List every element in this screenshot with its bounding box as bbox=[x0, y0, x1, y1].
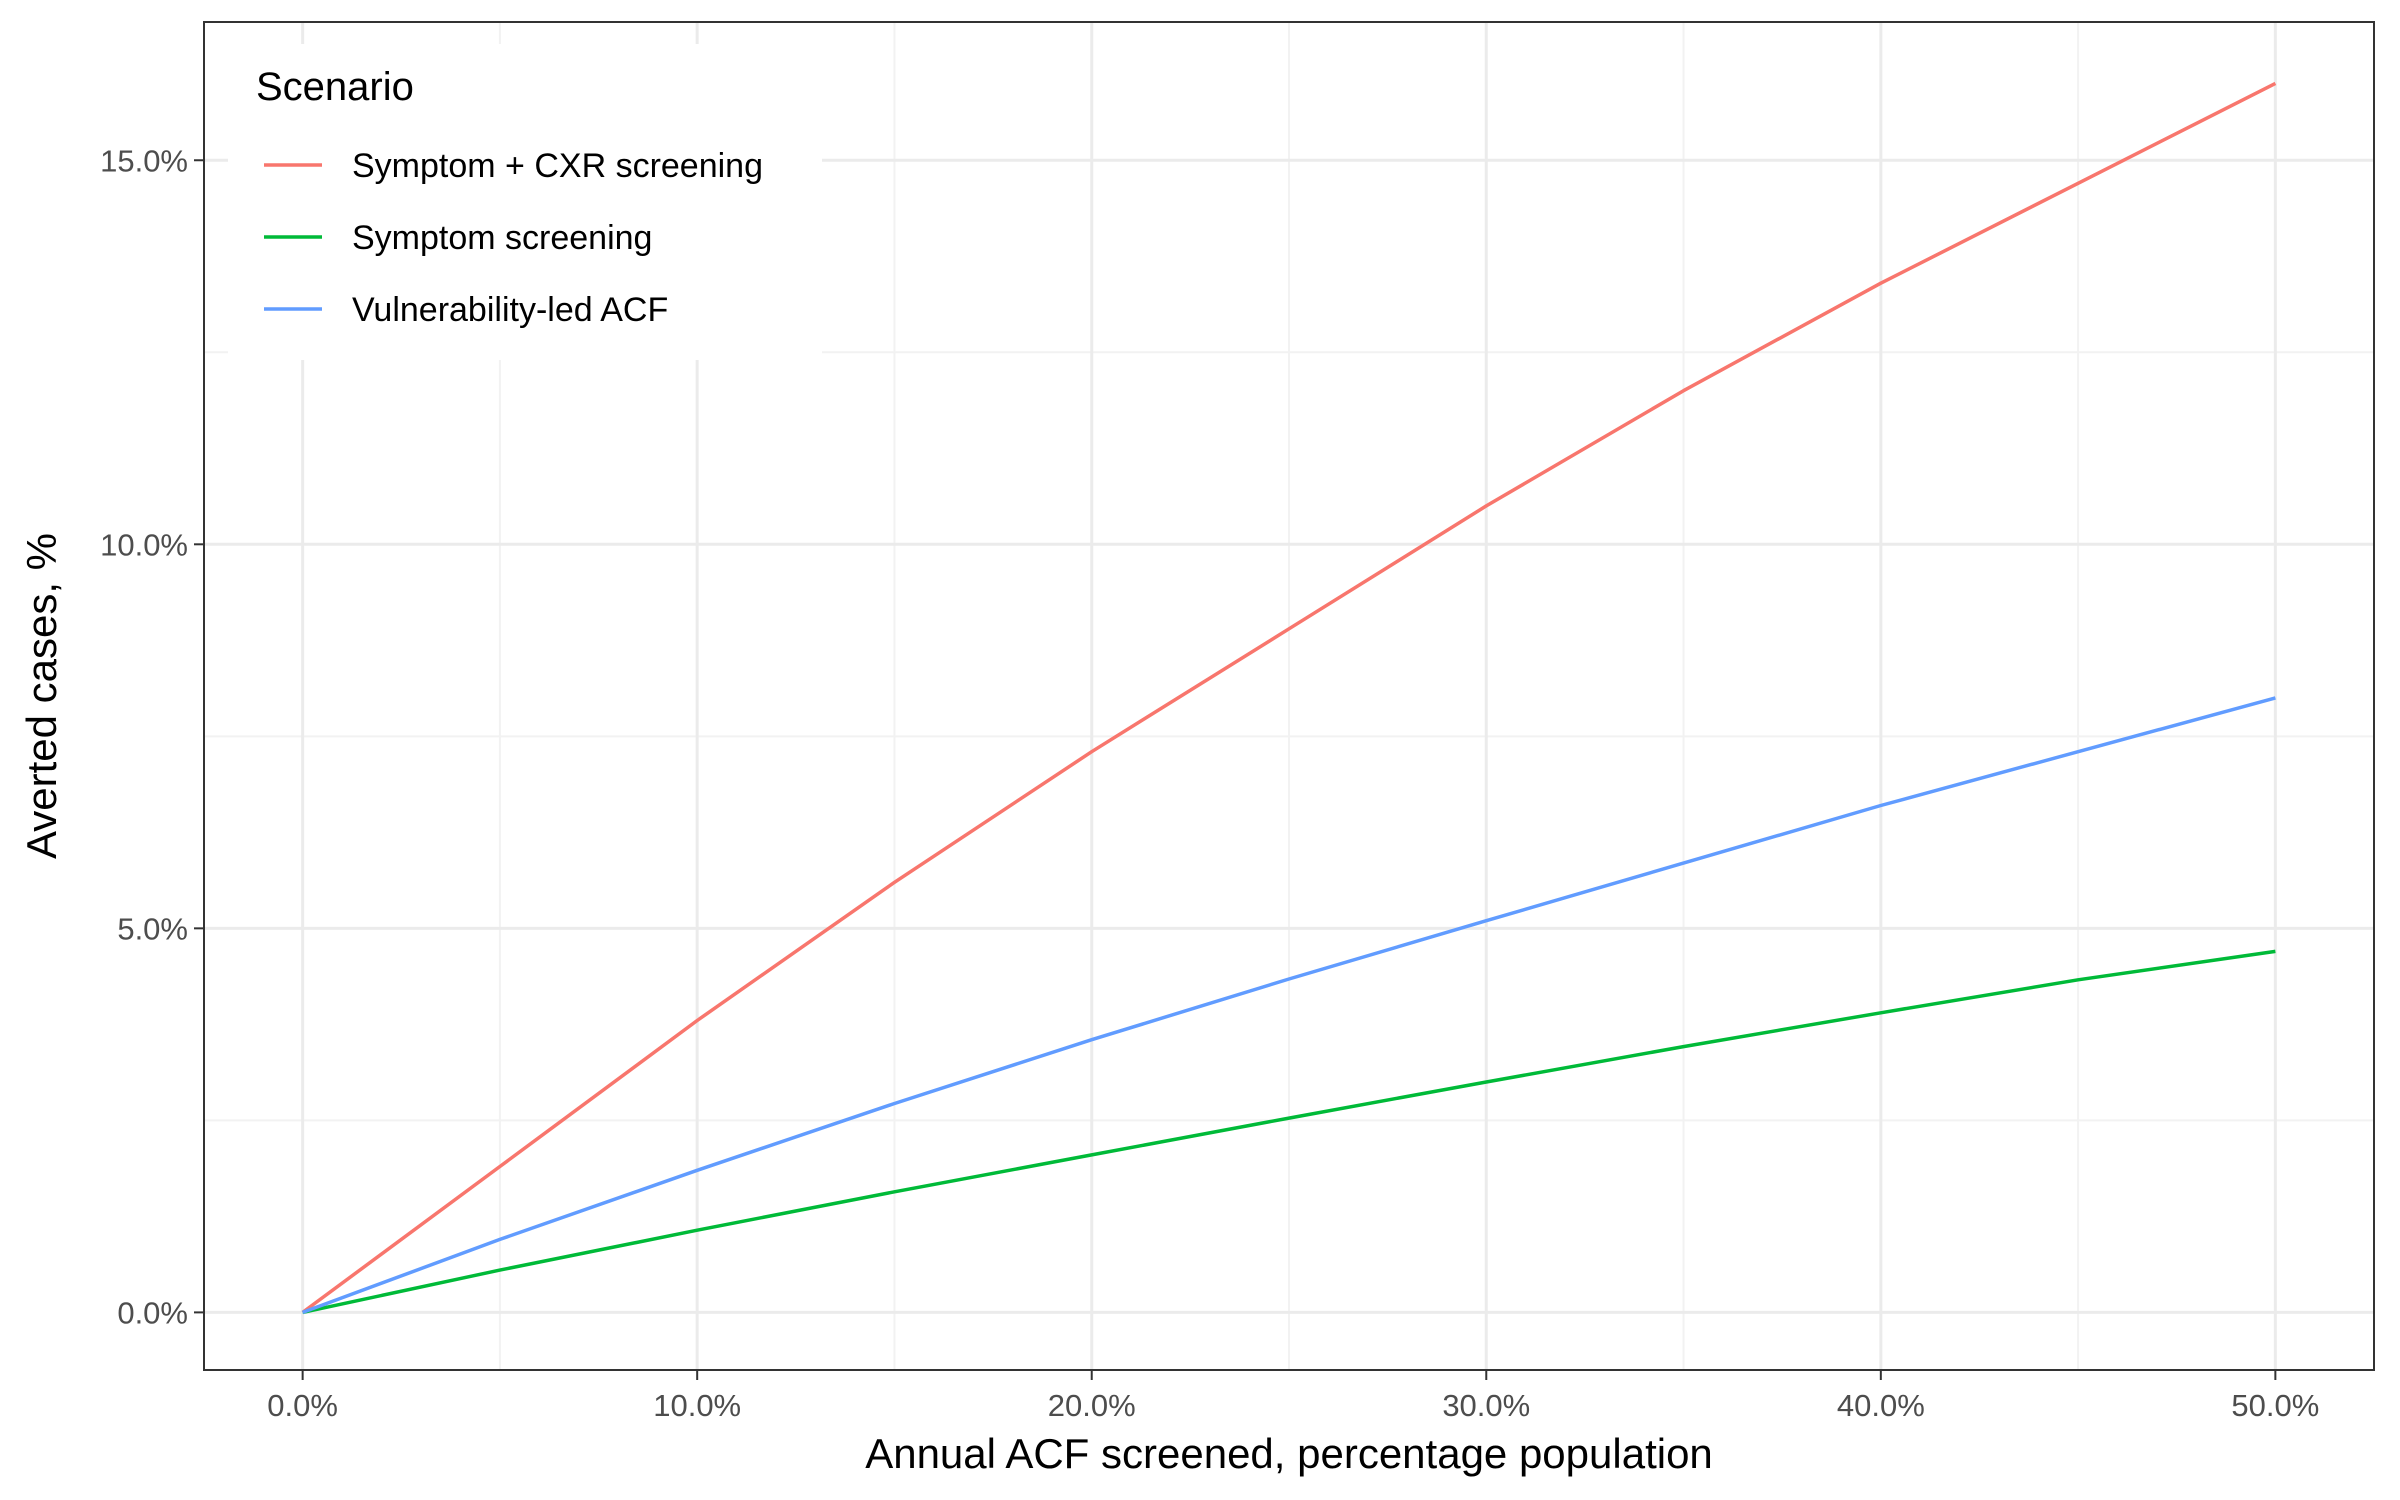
legend-label-2: Symptom screening bbox=[352, 219, 652, 257]
x-tick-label: 10.0% bbox=[653, 1388, 741, 1423]
x-axis: 0.0% 10.0% 20.0% 30.0% 40.0% 50.0% bbox=[267, 1370, 2319, 1423]
y-tick-label: 0.0% bbox=[117, 1295, 188, 1330]
x-tick-label: 0.0% bbox=[267, 1388, 338, 1423]
panel-border bbox=[203, 21, 2375, 1371]
legend-title: Scenario bbox=[256, 65, 414, 109]
series-line-3 bbox=[301, 696, 2276, 1315]
x-axis-title: Annual ACF screened, percentage populati… bbox=[865, 1430, 1713, 1477]
legend-label-1: Symptom + CXR screening bbox=[352, 147, 763, 185]
x-tick-label: 20.0% bbox=[1048, 1388, 1136, 1423]
x-tick-label: 40.0% bbox=[1837, 1388, 1925, 1423]
legend-items: Symptom + CXR screening Symptom screening… bbox=[264, 147, 763, 329]
y-tick-label: 5.0% bbox=[117, 911, 188, 946]
y-axis: 0.0% 5.0% 10.0% 15.0% bbox=[100, 143, 204, 1330]
series-line-1 bbox=[301, 81, 2277, 1314]
y-tick-label: 15.0% bbox=[100, 143, 188, 178]
series-line-2 bbox=[302, 949, 2276, 1315]
x-tick-label: 30.0% bbox=[1442, 1388, 1530, 1423]
legend-label-3: Vulnerability-led ACF bbox=[352, 291, 668, 329]
x-tick-label: 50.0% bbox=[2231, 1388, 2319, 1423]
series-lines bbox=[301, 81, 2277, 1315]
legend-background bbox=[228, 44, 822, 360]
legend: Scenario Symptom + CXR screeningSymptom … bbox=[228, 44, 822, 360]
y-tick-label: 10.0% bbox=[100, 527, 188, 562]
y-axis-title: Averted cases, % bbox=[18, 533, 65, 859]
